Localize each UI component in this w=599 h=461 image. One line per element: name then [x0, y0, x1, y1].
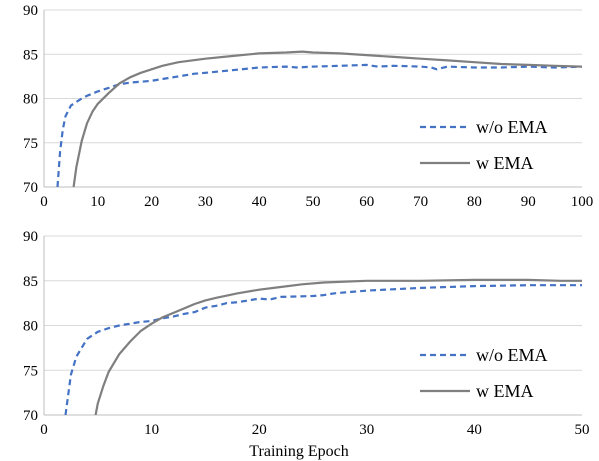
y-tick-label: 85	[23, 274, 38, 290]
x-tick-label: 0	[40, 194, 48, 210]
legend-label: w EMA	[476, 153, 534, 173]
legend-label: w EMA	[476, 381, 534, 401]
chart-panel-2: 70 75 80 85 90 0 10 20 30 40 50 w/o EMA w EMA Trainin…	[23, 229, 590, 460]
y-tick-label: 75	[23, 363, 38, 379]
x-tick-label: 70	[413, 194, 428, 210]
series-line-w-ema	[94, 278, 582, 415]
series-line-w-ema	[72, 50, 582, 187]
x-tick-label: 30	[198, 194, 213, 210]
legend-label: w/o EMA	[476, 345, 548, 365]
x-tick-label: 0	[40, 422, 48, 438]
x-tick-label: 40	[467, 422, 482, 438]
y-tick-label: 80	[23, 319, 38, 335]
y-tick-label: 75	[23, 136, 38, 152]
y-tick-label: 80	[23, 92, 38, 108]
x-tick-label: 30	[359, 422, 374, 438]
chart-panel-1: 70 75 80 85 90 0 10 20 30 40 50 60 70 80 90 100 w/o EMA w…	[23, 3, 593, 210]
series-line-wo-ema	[64, 284, 582, 415]
legend-label: w/o EMA	[476, 117, 548, 137]
x-tick-label: 50	[575, 422, 590, 438]
x-tick-label: 20	[252, 422, 267, 438]
x-tick-label: 50	[306, 194, 321, 210]
x-tick-label: 80	[467, 194, 482, 210]
series-line-wo-ema	[56, 63, 582, 187]
x-tick-label: 10	[144, 422, 159, 438]
x-tick-label: 90	[521, 194, 536, 210]
y-tick-label: 70	[23, 408, 38, 424]
y-tick-label: 90	[23, 3, 38, 19]
x-tick-label: 20	[144, 194, 159, 210]
x-tick-label: 60	[359, 194, 374, 210]
y-tick-label: 70	[23, 180, 38, 196]
x-tick-label: 100	[571, 194, 594, 210]
x-tick-label: 10	[90, 194, 105, 210]
x-axis-title: Training Epoch	[249, 443, 348, 460]
x-tick-label: 40	[252, 194, 267, 210]
y-tick-label: 90	[23, 229, 38, 245]
y-tick-label: 85	[23, 47, 38, 63]
